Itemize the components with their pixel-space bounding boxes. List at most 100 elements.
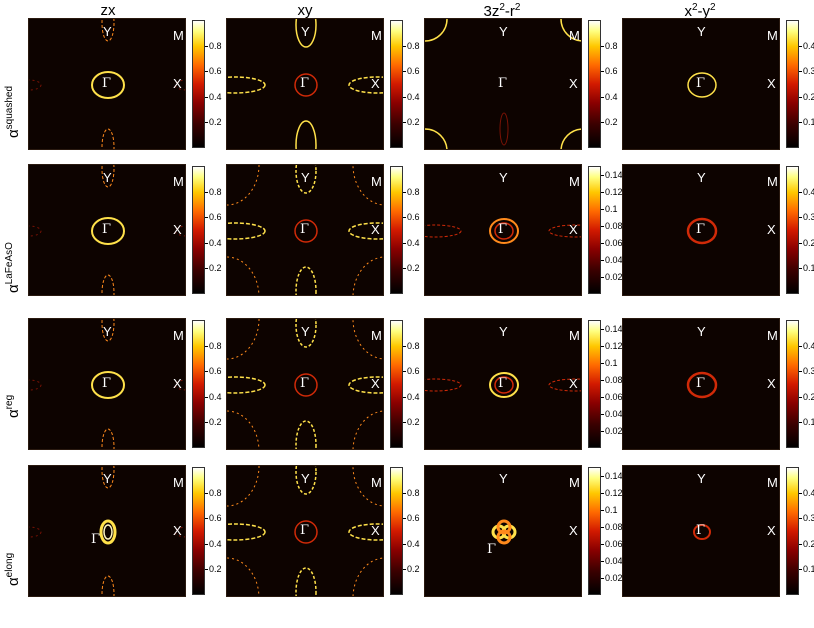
colorbar bbox=[588, 166, 601, 294]
colorbar-tick-mark bbox=[205, 242, 208, 244]
m-point-label: M bbox=[371, 28, 382, 43]
colorbar-tick-mark bbox=[601, 492, 604, 494]
colorbar-tick-mark bbox=[601, 174, 604, 176]
colorbar bbox=[390, 467, 403, 595]
fermi-contour bbox=[103, 524, 113, 540]
colorbar-tick-mark bbox=[403, 396, 406, 398]
colorbar-tick-mark bbox=[601, 543, 604, 545]
fermi-contour bbox=[227, 76, 266, 94]
colorbar-tick-label: 0.4 bbox=[209, 237, 222, 248]
colorbar-tick-label: 0.2 bbox=[803, 237, 814, 248]
colorbar-tick-label: 0.4 bbox=[407, 237, 420, 248]
y-point-label: Y bbox=[499, 471, 508, 486]
fermi-surface-contours bbox=[29, 19, 185, 149]
colorbar-tick-label: 0.2 bbox=[803, 391, 814, 402]
fermi-contour bbox=[348, 376, 383, 394]
colorbar-tick-label: 0.04 bbox=[605, 408, 623, 419]
colorbar-tick-label: 0.08 bbox=[605, 521, 623, 532]
m-point-label: M bbox=[569, 475, 580, 490]
fermi-contour bbox=[101, 319, 115, 342]
fermi-contour bbox=[101, 575, 115, 596]
colorbar-tick-label: 0.4 bbox=[407, 391, 420, 402]
y-point-label: Y bbox=[499, 170, 508, 185]
colorbar-tick-mark bbox=[601, 276, 604, 278]
colorbar-tick-mark bbox=[601, 242, 604, 244]
gamma-point-label: Γ bbox=[300, 376, 310, 391]
fermi-contour bbox=[227, 222, 266, 240]
colorbar-tick-mark bbox=[799, 191, 802, 193]
fermi-map-panel: Y M X Γ bbox=[424, 164, 582, 296]
colorbar-tick-mark bbox=[205, 191, 208, 193]
colorbar-tick-mark bbox=[205, 492, 208, 494]
fermi-contour bbox=[548, 224, 581, 238]
gamma-point-label: Γ bbox=[696, 76, 706, 91]
colorbar-tick-mark bbox=[799, 242, 802, 244]
colorbar bbox=[588, 467, 601, 595]
y-point-label: Y bbox=[697, 324, 706, 339]
x-point-label: X bbox=[569, 376, 578, 391]
fermi-surface-contours bbox=[29, 466, 185, 596]
colorbar-tick-mark bbox=[601, 225, 604, 227]
colorbar-tick-label: 0.2 bbox=[209, 263, 222, 274]
colorbar-tick-mark bbox=[205, 371, 208, 373]
fermi-map-panel: Y M X Γ bbox=[28, 164, 186, 296]
fermi-map-panel: Y M X Γ bbox=[424, 18, 582, 150]
colorbar-tick-label: 0.14 bbox=[605, 470, 623, 481]
colorbar-tick-mark bbox=[205, 518, 208, 520]
gamma-point-label: Γ bbox=[696, 222, 706, 237]
colorbar-tick-label: 0.3 bbox=[803, 212, 814, 223]
colorbar-tick-label: 0.8 bbox=[209, 186, 222, 197]
colorbar-tick-mark bbox=[403, 96, 406, 98]
fermi-contour bbox=[101, 128, 115, 149]
colorbar-tick-label: 0.2 bbox=[803, 538, 814, 549]
fermi-surface-contours bbox=[686, 217, 718, 245]
m-point-label: M bbox=[767, 475, 778, 490]
fermi-contour bbox=[348, 222, 383, 240]
gamma-point-label: Γ bbox=[696, 376, 706, 391]
colorbar-tick-label: 0.6 bbox=[209, 212, 222, 223]
m-point-label: M bbox=[371, 328, 382, 343]
colorbar-tick-mark bbox=[403, 71, 406, 73]
y-point-label: Y bbox=[499, 324, 508, 339]
colorbar-tick-label: 0.4 bbox=[209, 91, 222, 102]
m-point-label: M bbox=[371, 475, 382, 490]
gamma-point-label: Γ bbox=[498, 376, 508, 391]
colorbar-tick-label: 0.6 bbox=[407, 366, 420, 377]
colorbar-tick-label: 0.4 bbox=[407, 538, 420, 549]
fermi-contour bbox=[29, 379, 42, 391]
y-point-label: Y bbox=[499, 24, 508, 39]
gamma-point-label: Γ bbox=[487, 542, 497, 557]
fermi-surface-contours bbox=[491, 519, 517, 545]
fermi-surface-contours bbox=[425, 218, 581, 244]
colorbar-tick-mark bbox=[799, 268, 802, 270]
colorbar-tick-mark bbox=[799, 569, 802, 571]
colorbar-tick-mark bbox=[601, 45, 604, 47]
colorbar-tick-label: 0.4 bbox=[407, 91, 420, 102]
colorbar-tick-mark bbox=[799, 96, 802, 98]
colorbar-tick-mark bbox=[601, 362, 604, 364]
fermi-contour bbox=[227, 319, 260, 360]
fermi-surface-contours bbox=[227, 319, 383, 449]
fermi-contour bbox=[295, 120, 317, 149]
colorbar-tick-mark bbox=[403, 191, 406, 193]
fermi-contour bbox=[295, 567, 317, 596]
colorbar-tick-mark bbox=[403, 45, 406, 47]
fermi-map-panel: Y M X Γ bbox=[622, 164, 780, 296]
colorbar-tick-mark bbox=[403, 122, 406, 124]
colorbar-tick-mark bbox=[205, 569, 208, 571]
fermi-contour bbox=[348, 76, 383, 94]
row-label-lafeaso: αLaFeAsO bbox=[4, 242, 22, 293]
y-point-label: Y bbox=[103, 170, 112, 185]
colorbar-tick-mark bbox=[601, 259, 604, 261]
colorbar-tick-label: 0.06 bbox=[605, 237, 623, 248]
colorbar-tick-mark bbox=[403, 371, 406, 373]
x-point-label: X bbox=[173, 222, 182, 237]
m-point-label: M bbox=[173, 475, 184, 490]
fermi-surface-contours bbox=[227, 466, 383, 596]
colorbar-tick-mark bbox=[799, 396, 802, 398]
m-point-label: M bbox=[569, 328, 580, 343]
colorbar-tick-label: 0.1 bbox=[605, 203, 618, 214]
fermi-contour bbox=[499, 112, 509, 146]
fermi-contour bbox=[227, 410, 260, 449]
gamma-point-label: Γ bbox=[300, 523, 310, 538]
